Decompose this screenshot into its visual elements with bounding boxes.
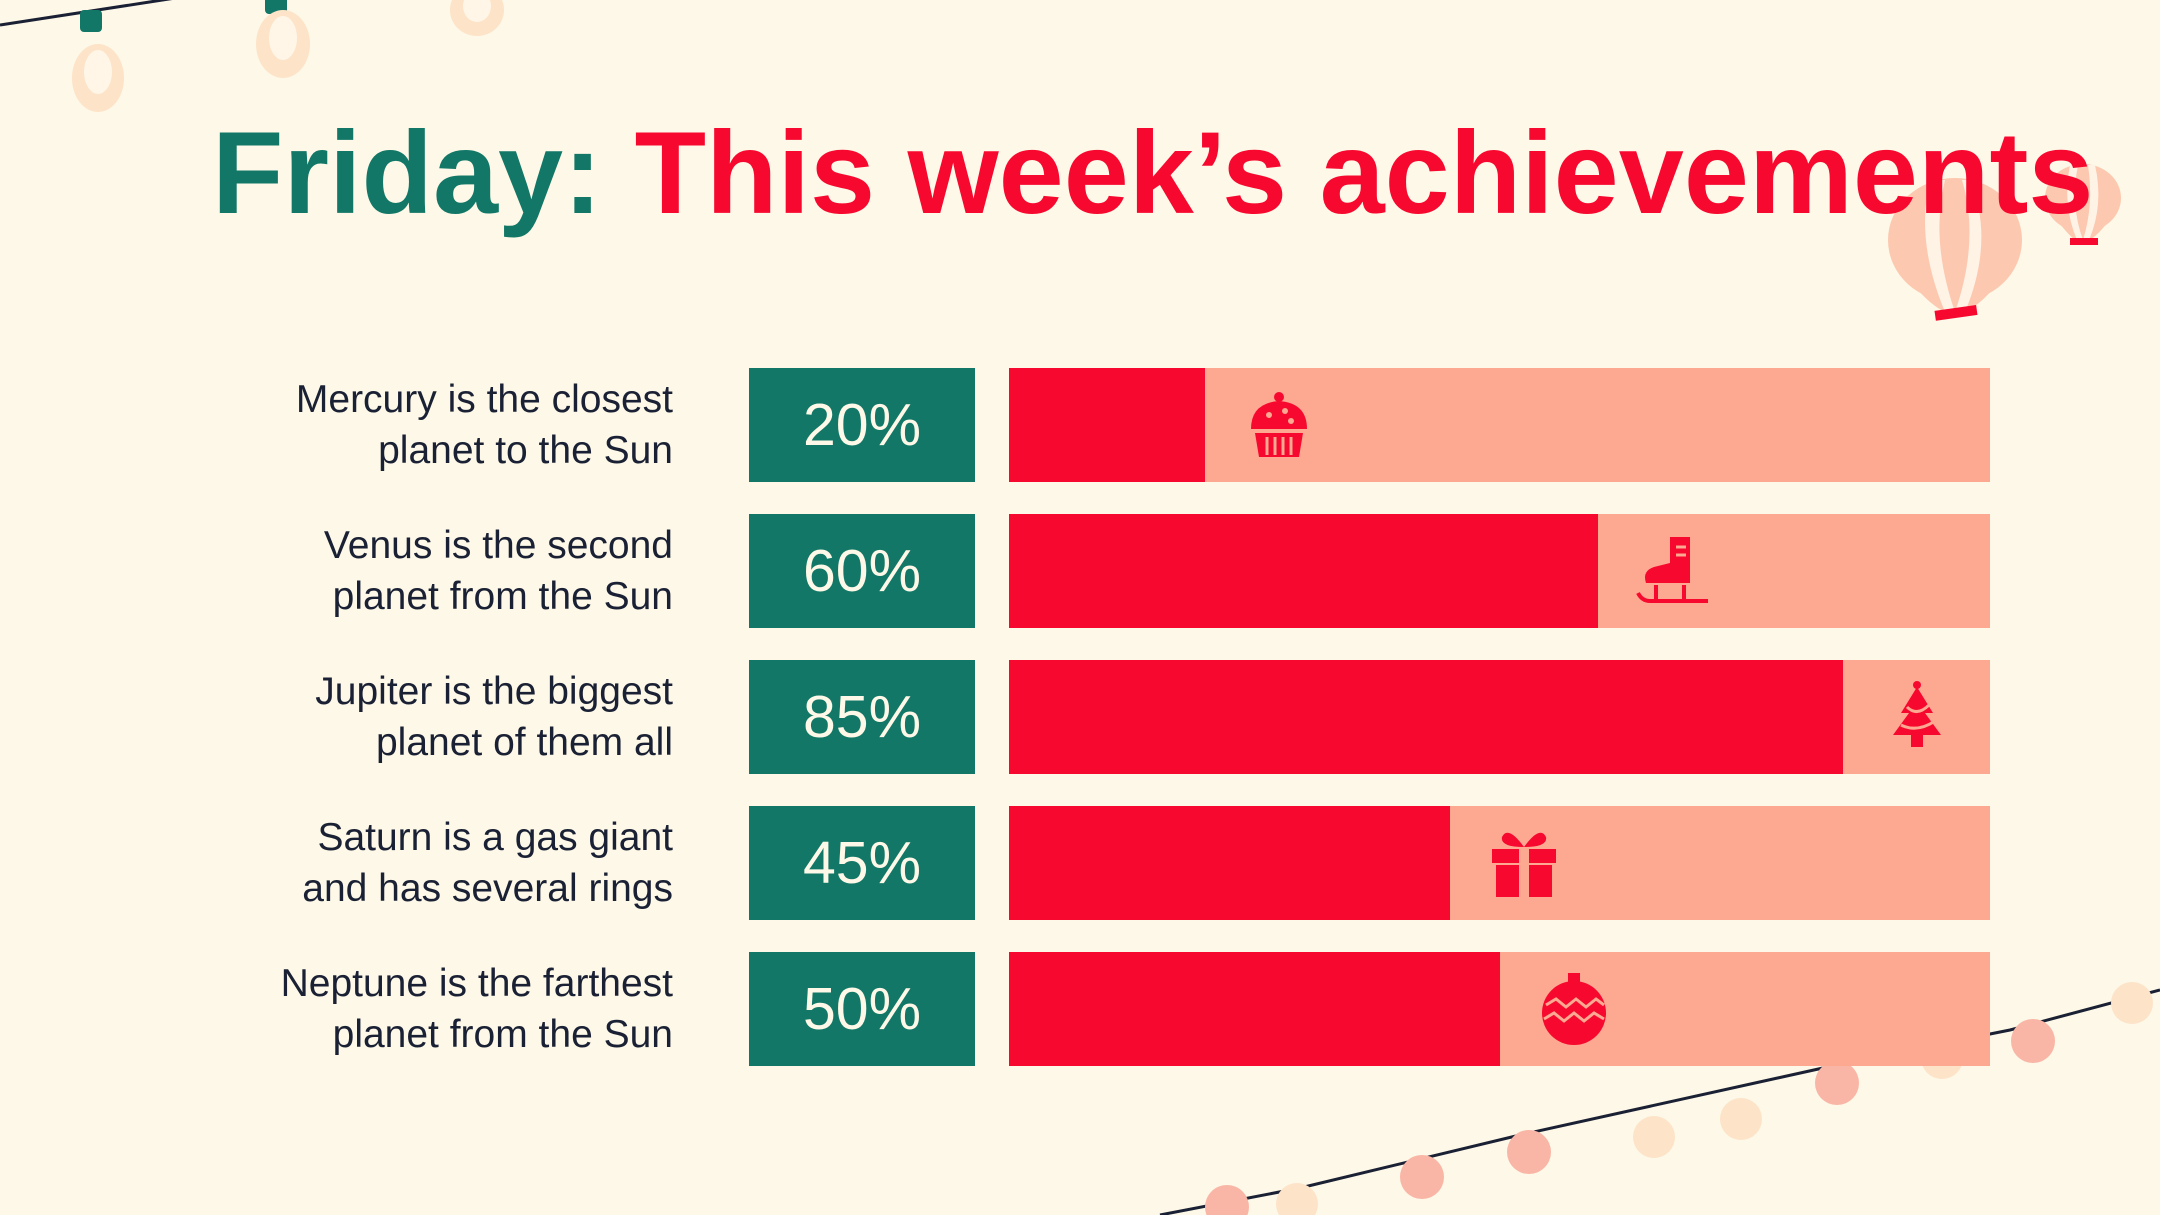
value-label: 45% <box>749 806 975 920</box>
category-label-line: planet of them all <box>375 721 673 764</box>
string-lights-bottom <box>1159 982 2160 1215</box>
bar-track <box>1009 660 1990 774</box>
bar-track <box>1009 952 1990 1066</box>
bar-row: Mercury is the closest planet to the Sun 2… <box>0 368 2160 482</box>
bar-row: Neptune is the farthest planet from the S… <box>0 952 2160 1066</box>
hot-air-balloon-large <box>1888 178 2022 321</box>
category-label-line: Mercury is the closest <box>295 378 673 421</box>
page-title: Friday: This week’s achievements <box>212 108 2094 238</box>
value-label: 50% <box>749 952 975 1066</box>
christmas-tree-icon <box>1892 681 1941 747</box>
category-label: Saturn is a gas giant and has several rin… <box>153 806 673 920</box>
bar-fill <box>1009 952 1500 1066</box>
bar-track <box>1009 368 1990 482</box>
category-label-line: planet from the Sun <box>332 1013 673 1056</box>
category-label: Jupiter is the biggest planet of them all <box>153 660 673 774</box>
category-label-line: planet from the Sun <box>332 575 673 618</box>
bar-row: Venus is the second planet from the Sun 60… <box>0 514 2160 628</box>
bar-fill <box>1009 368 1206 482</box>
bar-track <box>1009 806 1990 920</box>
category-label: Mercury is the closest planet to the Sun <box>153 368 673 482</box>
category-label-line: planet to the Sun <box>378 429 673 472</box>
bar-fill <box>1009 806 1451 920</box>
title-day: Friday: <box>212 107 603 238</box>
bar-fill <box>1009 660 1843 774</box>
category-label: Venus is the second planet from the Sun <box>153 514 673 628</box>
bar-row: Saturn is a gas giant and has several rin… <box>0 806 2160 920</box>
value-label: 60% <box>749 514 975 628</box>
bar-fill <box>1009 514 1598 628</box>
category-label-line: Venus is the second <box>323 524 673 567</box>
value-label: 85% <box>749 660 975 774</box>
gift-icon <box>1492 832 1557 897</box>
bar-track <box>1009 514 1990 628</box>
string-lights-top <box>0 0 504 112</box>
cupcake-icon <box>1251 392 1308 457</box>
category-label-line: Saturn is a gas giant <box>317 816 673 859</box>
ornament-icon <box>1541 973 1606 1045</box>
category-label: Neptune is the farthest planet from the S… <box>153 952 673 1066</box>
bar-row: Jupiter is the biggest planet of them all… <box>0 660 2160 774</box>
category-label-line: Neptune is the farthest <box>280 962 673 1005</box>
value-label: 20% <box>749 368 975 482</box>
title-heading: This week’s achievements <box>634 107 2094 238</box>
category-label-line: and has several rings <box>302 867 673 910</box>
ice-skate-icon <box>1635 537 1708 603</box>
hot-air-balloon-small <box>2045 164 2121 245</box>
category-label-line: Jupiter is the biggest <box>315 670 673 713</box>
